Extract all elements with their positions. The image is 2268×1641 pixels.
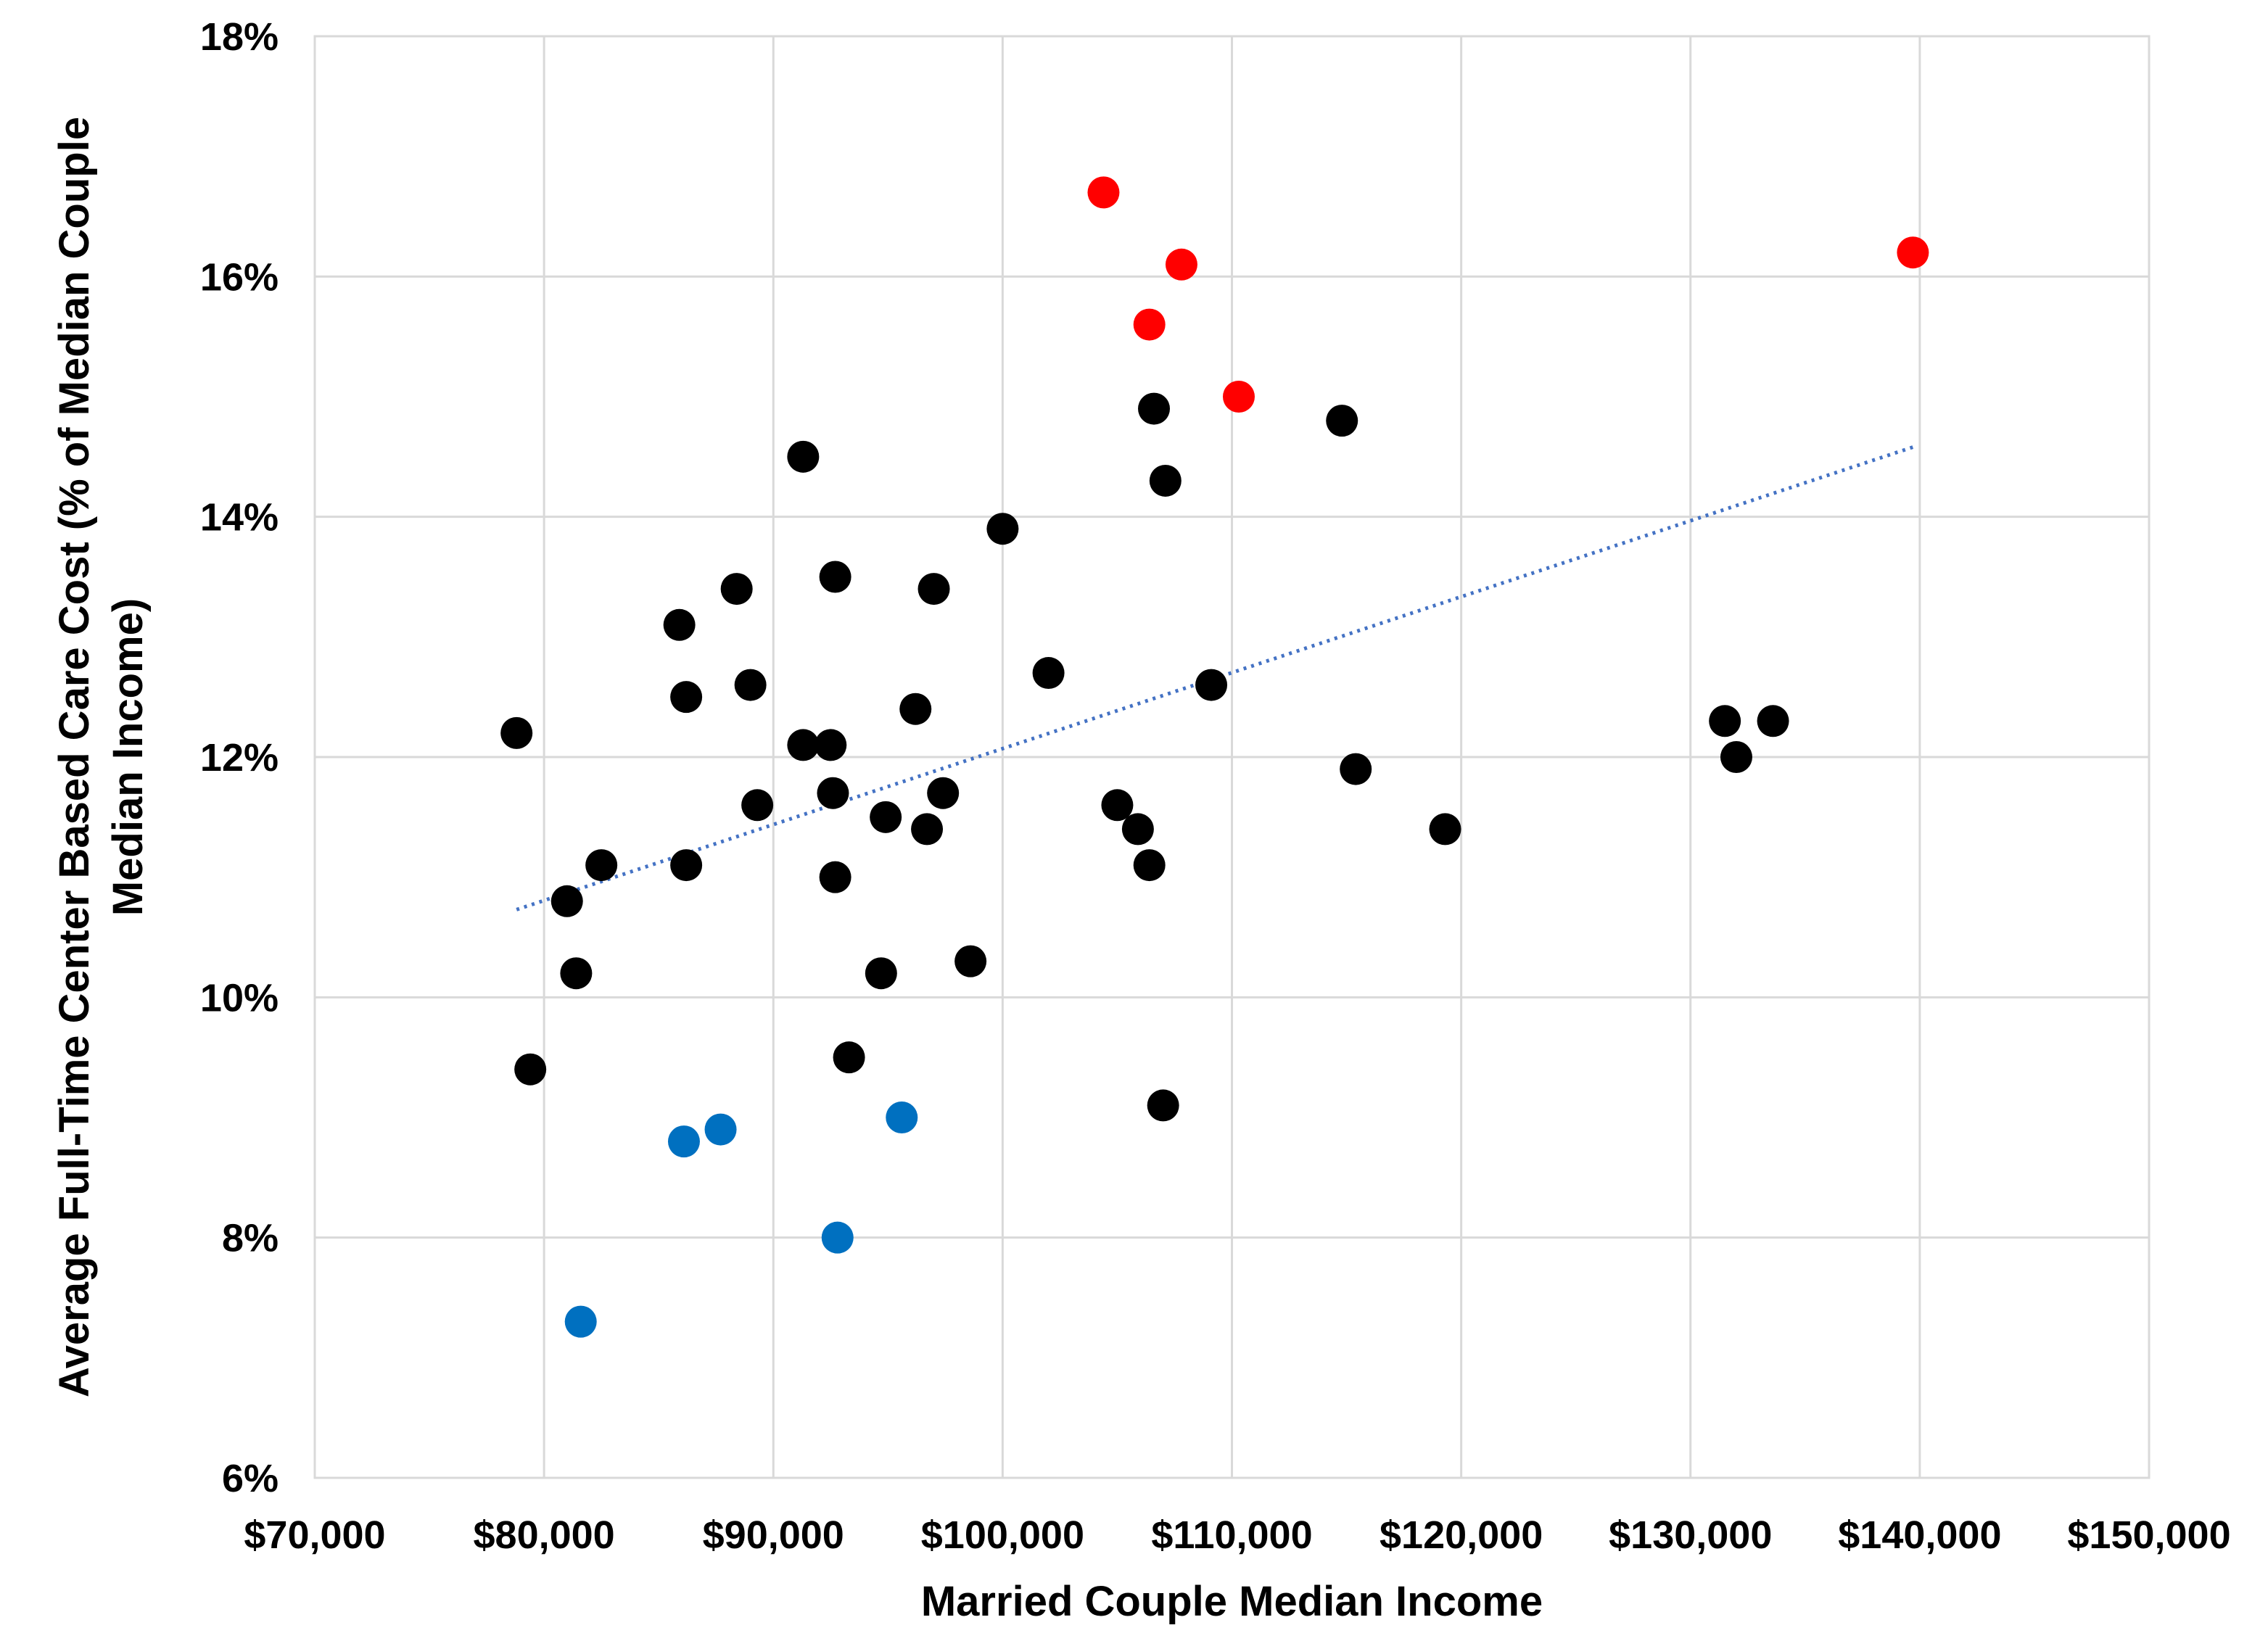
data-point [1087, 176, 1120, 209]
data-point [911, 813, 944, 846]
data-point [886, 1101, 918, 1133]
x-tick-label: $100,000 [921, 1513, 1084, 1557]
x-axis-title: Married Couple Median Income [921, 1578, 1543, 1625]
data-point [815, 729, 847, 761]
y-tick-labels: 6% 8% 10% 12% 14% 16% 18% [200, 15, 279, 1500]
y-tick-label: 12% [200, 736, 279, 780]
data-point [1326, 405, 1358, 437]
data-point [954, 945, 987, 977]
data-point [585, 849, 618, 882]
y-tick-label: 16% [200, 255, 279, 299]
data-point [1720, 741, 1752, 773]
data-point [870, 801, 902, 833]
data-point [704, 1113, 737, 1146]
y-tick-label: 14% [200, 496, 279, 540]
data-point [1121, 813, 1154, 846]
data-point [819, 861, 851, 893]
data-point [819, 561, 851, 593]
x-tick-labels: $70,000 $80,000 $90,000 $100,000 $110,000 $12… [244, 1513, 2230, 1557]
y-axis-title: Average Full-Time Center Based Care Cost… [51, 117, 152, 1397]
data-point [734, 669, 767, 701]
data-point [1032, 657, 1065, 690]
data-point [865, 957, 897, 990]
x-tick-label: $90,000 [703, 1513, 844, 1557]
data-point [821, 1221, 854, 1254]
data-point [720, 573, 753, 605]
data-point [1757, 705, 1789, 737]
data-point [787, 440, 820, 473]
data-point [1101, 789, 1134, 822]
data-point [833, 1041, 865, 1074]
data-point [564, 1305, 597, 1338]
x-tick-label: $80,000 [474, 1513, 615, 1557]
data-point [817, 777, 849, 809]
data-point [670, 681, 703, 714]
data-point [1165, 248, 1197, 281]
x-tick-label: $110,000 [1151, 1513, 1312, 1557]
data-point [1138, 392, 1171, 425]
data-point [1195, 669, 1228, 701]
data-point [986, 513, 1019, 545]
data-point [500, 716, 533, 749]
data-point [899, 693, 932, 725]
data-point [927, 777, 960, 809]
plot-area-border [313, 35, 2151, 1479]
data-point [663, 608, 696, 641]
data-point [787, 729, 820, 761]
y-axis-title-line: Average Full-Time Center Based Care Cost… [51, 117, 98, 1397]
data-point [550, 885, 583, 917]
y-tick-label: 18% [200, 15, 279, 59]
data-point [917, 573, 950, 605]
x-tick-label: $120,000 [1380, 1513, 1543, 1557]
x-tick-label: $150,000 [2067, 1513, 2230, 1557]
data-point [1897, 236, 1929, 269]
data-point [1222, 381, 1255, 413]
x-tick-label: $70,000 [244, 1513, 385, 1557]
data-point [741, 789, 774, 822]
y-tick-label: 6% [222, 1457, 279, 1500]
data-point [1340, 753, 1372, 785]
data-point [667, 1125, 700, 1158]
x-tick-label: $130,000 [1609, 1513, 1772, 1557]
data-point [1147, 1089, 1179, 1122]
data-point [514, 1053, 547, 1086]
data-point [1429, 813, 1461, 846]
data-point [1149, 464, 1182, 497]
data-point [670, 849, 703, 882]
y-tick-label: 10% [200, 976, 279, 1020]
y-tick-label: 8% [222, 1217, 279, 1260]
data-points [500, 176, 1929, 1338]
data-point [1709, 705, 1741, 737]
data-point [1133, 849, 1166, 882]
y-axis-title-line: Median Income) [104, 598, 152, 916]
data-point [560, 957, 593, 990]
data-point [1133, 308, 1166, 341]
x-tick-label: $140,000 [1838, 1513, 2001, 1557]
